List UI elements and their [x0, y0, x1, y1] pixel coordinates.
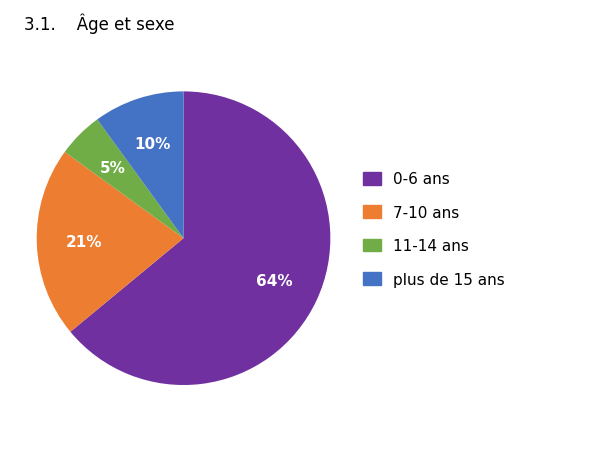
Text: 3.1.    Âge et sexe: 3.1. Âge et sexe: [24, 14, 174, 34]
Text: 5%: 5%: [100, 161, 126, 176]
Wedge shape: [70, 92, 330, 385]
Wedge shape: [97, 92, 184, 239]
Text: 64%: 64%: [256, 274, 292, 289]
Text: 21%: 21%: [66, 235, 102, 249]
Wedge shape: [37, 152, 184, 332]
Legend: 0-6 ans, 7-10 ans, 11-14 ans, plus de 15 ans: 0-6 ans, 7-10 ans, 11-14 ans, plus de 15…: [363, 172, 505, 287]
Text: 10%: 10%: [134, 136, 171, 151]
Wedge shape: [65, 120, 184, 239]
